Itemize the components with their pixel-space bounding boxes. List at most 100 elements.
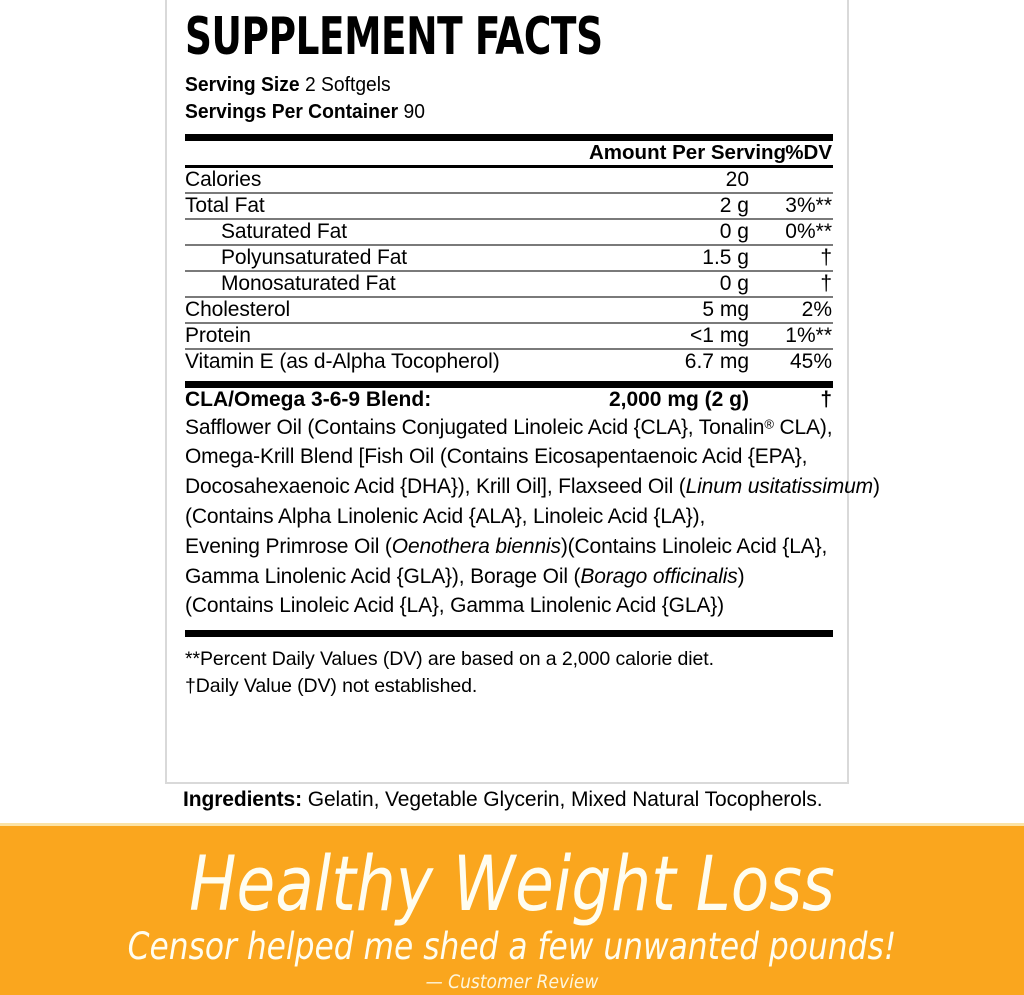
row-separator-rule bbox=[185, 269, 833, 272]
nutrient-name: Calories bbox=[185, 167, 262, 191]
blend-ingredient-line: (Contains Alpha Linolenic Acid {ALA}, Li… bbox=[185, 502, 833, 532]
nutrient-amount: 6.7 mg bbox=[684, 349, 749, 373]
blend-ingredient-line: Omega-Krill Blend [Fish Oil (Contains Ei… bbox=[185, 442, 833, 472]
row-separator-rule bbox=[185, 295, 833, 298]
blend-ingredient-line: Safflower Oil (Contains Conjugated Linol… bbox=[185, 413, 833, 443]
text-run: ) bbox=[873, 475, 880, 499]
nutrient-dv: † bbox=[820, 271, 832, 295]
footnotes: **Percent Daily Values (DV) are based on… bbox=[185, 637, 833, 700]
row-separator-rule bbox=[185, 347, 833, 350]
ingredients-label: Ingredients: bbox=[183, 788, 302, 811]
row-separator bbox=[185, 295, 833, 298]
table-row: Cholesterol 5 mg 2% bbox=[185, 298, 833, 322]
nutrient-amount: 1.5 g bbox=[702, 245, 749, 269]
text-run: (Contains Linoleic Acid {LA}, Gamma Lino… bbox=[185, 594, 724, 618]
ingredients-value: Gelatin, Vegetable Glycerin, Mixed Natur… bbox=[307, 788, 823, 811]
nutrient-dv: 2% bbox=[801, 297, 832, 321]
text-run: Safflower Oil (Contains Conjugated Linol… bbox=[185, 415, 765, 439]
nutrient-amount: 0 g bbox=[719, 219, 749, 243]
nutrient-amount: 20 bbox=[725, 167, 749, 191]
text-run: Evening Primrose Oil ( bbox=[185, 534, 392, 558]
nutrient-dv: 1%** bbox=[785, 323, 832, 347]
nutrient-name: Vitamin E (as d-Alpha Tocopherol) bbox=[185, 349, 500, 373]
botanical-name: Borago officinalis bbox=[580, 564, 738, 588]
text-run: )(Contains Linoleic Acid {LA}, bbox=[560, 534, 828, 558]
servings-per-container-label: Servings Per Container bbox=[185, 100, 399, 123]
table-row: Polyunsaturated Fat 1.5 g † bbox=[185, 246, 833, 270]
blend-row: CLA/Omega 3-6-9 Blend: 2,000 mg (2 g) † bbox=[185, 388, 833, 412]
row-separator-rule bbox=[185, 217, 833, 220]
servings-per-container-line: Servings Per Container 90 bbox=[185, 98, 794, 125]
servings-per-container-value: 90 bbox=[403, 100, 425, 123]
blend-ingredient-line: (Contains Linoleic Acid {LA}, Gamma Lino… bbox=[185, 591, 833, 621]
text-run: Omega-Krill Blend [Fish Oil (Contains Ei… bbox=[185, 445, 808, 469]
blend-header-body: CLA/Omega 3-6-9 Blend: 2,000 mg (2 g) † bbox=[185, 388, 833, 412]
nutrient-amount: <1 mg bbox=[690, 323, 749, 347]
header-percent-dv: %DV bbox=[785, 141, 832, 165]
page-title: SUPPLEMENT FACTS bbox=[185, 7, 603, 67]
footnote-line: **Percent Daily Values (DV) are based on… bbox=[185, 648, 714, 671]
blend-top-thick-rule bbox=[185, 380, 833, 388]
text-run: CLA), bbox=[773, 415, 833, 439]
table-row: Monosaturated Fat 0 g † bbox=[185, 272, 833, 296]
row-separator bbox=[185, 321, 833, 324]
blend-ingredient-line: Gamma Linolenic Acid {GLA}), Borage Oil … bbox=[185, 562, 833, 592]
nutrient-name: Saturated Fat bbox=[221, 219, 347, 243]
blend-ingredient-line: Evening Primrose Oil (Oenothera biennis)… bbox=[185, 532, 833, 562]
nutrition-table: Amount Per Serving %DV bbox=[185, 141, 833, 165]
other-ingredients-line: Ingredients: Gelatin, Vegetable Glycerin… bbox=[183, 786, 823, 813]
serving-size-label: Serving Size bbox=[185, 72, 300, 96]
row-separator bbox=[185, 217, 833, 220]
nutrition-table-body: Amount Per Serving %DV bbox=[185, 141, 833, 165]
supplement-facts-content: SUPPLEMENT FACTS Serving Size 2 Softgels… bbox=[185, 7, 880, 774]
banner-attribution: — Customer Review bbox=[425, 970, 599, 993]
blend-amount: 2,000 mg (2 g) bbox=[608, 387, 749, 411]
botanical-name: Linum usitatissimum bbox=[685, 475, 874, 499]
nutrient-name: Cholesterol bbox=[185, 297, 291, 321]
blend-dv: † bbox=[820, 387, 832, 411]
row-separator-rule bbox=[185, 321, 833, 324]
header-underline-rule bbox=[185, 165, 833, 168]
blend-ingredient-line: Docosahexaenoic Acid {DHA}), Krill Oil],… bbox=[185, 472, 880, 502]
nutrient-dv: 3%** bbox=[785, 193, 832, 217]
banner-headline: Healthy Weight Loss bbox=[189, 839, 835, 928]
nutrient-amount: 2 g bbox=[719, 193, 749, 217]
text-run: ) bbox=[737, 564, 745, 588]
nutrient-name: Protein bbox=[185, 323, 251, 347]
nutrient-dv: 0%** bbox=[785, 219, 832, 243]
footnote-line: †Daily Value (DV) not established. bbox=[185, 675, 478, 698]
table-row: Saturated Fat 0 g 0%** bbox=[185, 220, 833, 244]
text-run: Gamma Linolenic Acid {GLA}), Borage Oil … bbox=[185, 564, 581, 588]
table-row: Calories 20 bbox=[185, 168, 833, 192]
row-separator bbox=[185, 347, 833, 350]
table-row: Vitamin E (as d-Alpha Tocopherol) 6.7 mg 4… bbox=[185, 350, 833, 374]
footnote-top-thick-rule bbox=[185, 630, 833, 638]
row-separator bbox=[185, 191, 833, 194]
nutrient-rows-body: Calories 20 Total Fat 2 g 3%** Saturated Fat 0… bbox=[185, 168, 833, 374]
blend-ingredient-text: Safflower Oil (Contains Conjugated Linol… bbox=[185, 412, 880, 622]
row-separator-rule bbox=[185, 191, 833, 194]
nutrient-name: Total Fat bbox=[185, 193, 265, 217]
nutrient-name: Polyunsaturated Fat bbox=[221, 245, 408, 269]
row-separator bbox=[185, 243, 833, 246]
table-row: Protein <1 mg 1%** bbox=[185, 324, 833, 348]
text-run: Docosahexaenoic Acid {DHA}), Krill Oil],… bbox=[185, 475, 686, 499]
table-header-row: Amount Per Serving %DV bbox=[185, 141, 833, 165]
registered-trademark-icon: ® bbox=[764, 416, 774, 432]
header-nutrient bbox=[185, 141, 589, 165]
nutrient-dv: 45% bbox=[789, 349, 832, 373]
header-amount-per-serving: Amount Per Serving bbox=[589, 141, 787, 165]
row-separator-rule bbox=[185, 243, 833, 246]
nutrient-dv bbox=[749, 168, 833, 192]
top-thick-rule bbox=[185, 134, 833, 142]
supplement-facts-panel: SUPPLEMENT FACTS Serving Size 2 Softgels… bbox=[165, 0, 880, 784]
nutrient-amount: 5 mg bbox=[702, 297, 749, 321]
banner-subhead: Censor helped me shed a few unwanted pou… bbox=[127, 925, 897, 968]
marketing-banner: Healthy Weight Loss Censor helped me she… bbox=[0, 823, 1024, 995]
blend-header-table: CLA/Omega 3-6-9 Blend: 2,000 mg (2 g) † bbox=[185, 388, 833, 412]
nutrient-amount: 0 g bbox=[719, 271, 749, 295]
nutrient-name: Monosaturated Fat bbox=[221, 271, 396, 295]
nutrient-dv: † bbox=[820, 245, 832, 269]
nutrient-rows-table: Calories 20 Total Fat 2 g 3%** Saturated Fat 0… bbox=[185, 168, 833, 374]
table-row: Total Fat 2 g 3%** bbox=[185, 194, 833, 218]
